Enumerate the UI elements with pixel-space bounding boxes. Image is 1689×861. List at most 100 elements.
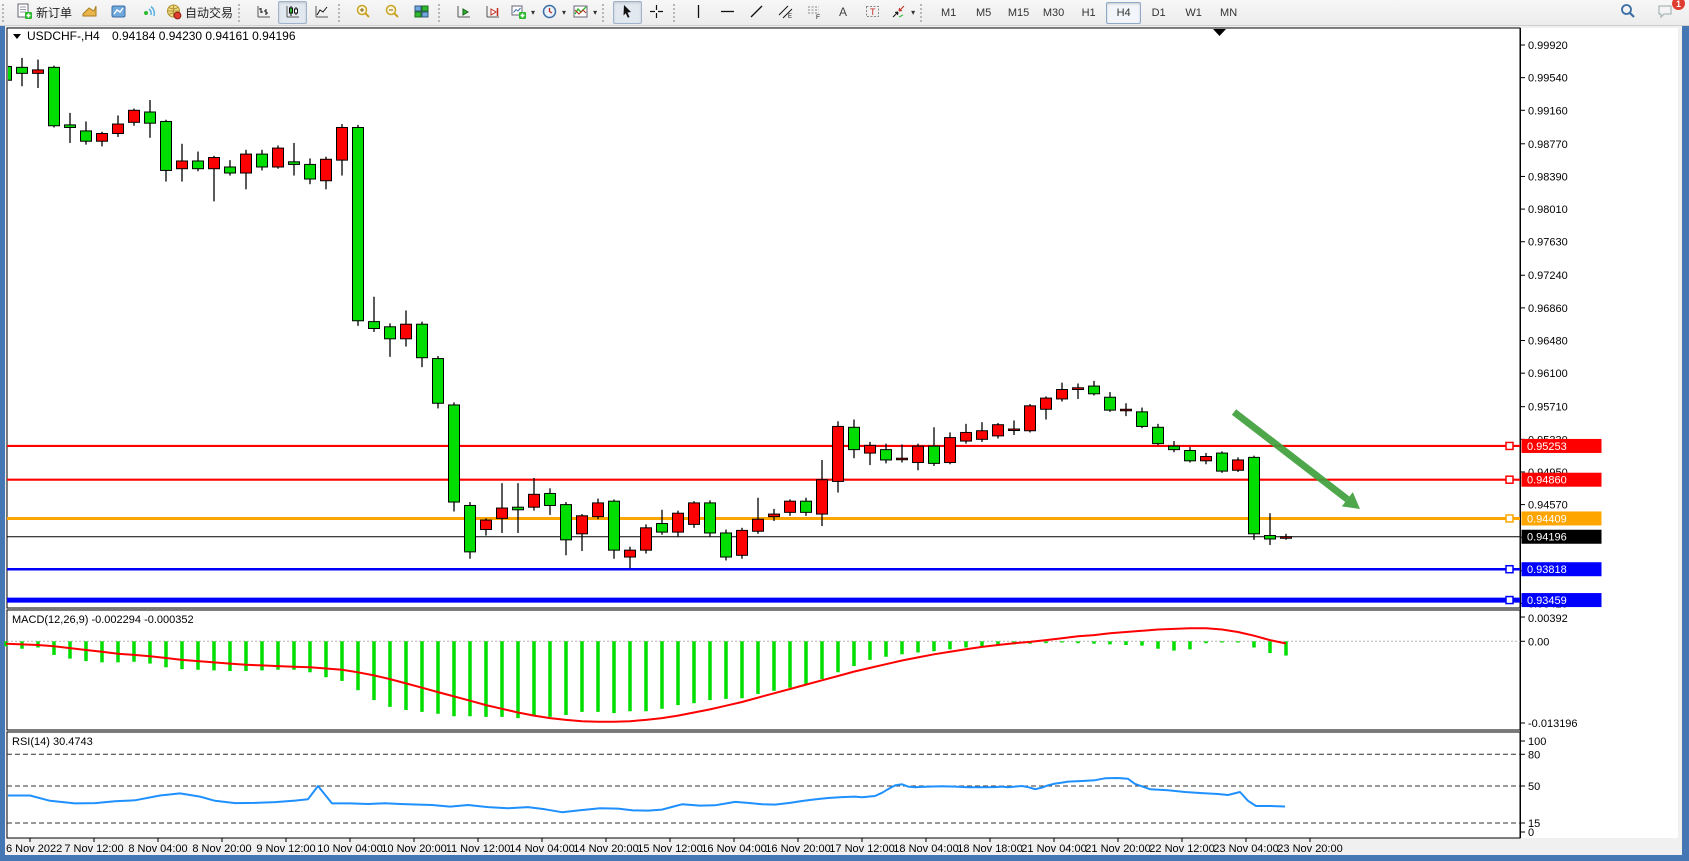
auto-trading-button-label: 自动交易 xyxy=(185,6,234,20)
new-order-button[interactable]: 新订单 xyxy=(13,1,75,24)
timeframe-button-d1[interactable]: D1 xyxy=(1151,6,1166,19)
charts-button[interactable] xyxy=(75,1,104,24)
hline-handle xyxy=(1505,595,1514,605)
rsi-tick-label: 0 xyxy=(1528,827,1534,839)
timeframe-button-w1[interactable]: W1 xyxy=(1185,6,1202,19)
macd-pane-border xyxy=(6,609,1521,731)
timeframe-button-h1[interactable]: H1 xyxy=(1081,6,1096,19)
price-tick-label: 0.95710 xyxy=(1528,402,1568,414)
price-tag xyxy=(1521,511,1602,526)
chevron-down-icon[interactable]: ▾ xyxy=(911,8,916,17)
time-tick-label: 10 Nov 20:00 xyxy=(381,843,446,855)
tile-windows-icon xyxy=(413,3,430,23)
macd-pane[interactable]: MACD(12,26,9) -0.002294 -0.000352 xyxy=(4,609,1521,731)
search-button[interactable] xyxy=(1613,1,1642,24)
rsi-tick-label: 100 xyxy=(1528,736,1546,748)
search-icon xyxy=(1619,2,1637,23)
time-tick-label: 8 Nov 04:00 xyxy=(128,843,187,855)
trendline-icon xyxy=(748,3,765,23)
zoom-out-button[interactable] xyxy=(378,1,407,24)
price-tick-label: 0.98770 xyxy=(1528,139,1568,151)
ohlc-values: 0.94184 0.94230 0.94161 0.94196 xyxy=(112,29,296,43)
indicators-button[interactable]: ▾ xyxy=(569,1,600,24)
macd-signal-line xyxy=(5,627,1287,723)
chart-shift-button[interactable] xyxy=(478,1,507,24)
timeframe-button-m15[interactable]: M15 xyxy=(1007,6,1030,19)
price-tag xyxy=(1521,562,1602,577)
chevron-down-icon[interactable]: ▾ xyxy=(531,8,536,17)
fibonacci-button[interactable]: F xyxy=(800,1,829,24)
price-tick-label: 0.99160 xyxy=(1528,105,1568,117)
hline-handle xyxy=(1505,514,1514,523)
vertical-line-icon xyxy=(690,3,707,23)
svg-text:A: A xyxy=(839,5,847,19)
time-tick-label: 18 Nov 04:00 xyxy=(893,843,958,855)
chevron-down-icon[interactable]: ▾ xyxy=(562,8,567,17)
zoom-in-icon xyxy=(355,3,372,23)
symbol-period-label: USDCHF-,H4 xyxy=(27,29,100,43)
new-chart-icon xyxy=(510,3,527,23)
chat-button[interactable]: 1 xyxy=(1650,0,1685,24)
time-tick-label: 8 Nov 20:00 xyxy=(192,843,251,855)
market-watch-button[interactable] xyxy=(104,1,133,24)
trendline-button[interactable] xyxy=(742,1,771,24)
toolbar-grip xyxy=(920,3,929,22)
new-order-icon xyxy=(16,3,33,23)
bar-chart-button[interactable] xyxy=(249,1,278,24)
period-button[interactable]: ▾ xyxy=(538,1,569,24)
trend-arrow-annotation[interactable] xyxy=(1231,409,1360,509)
auto-scroll-button[interactable] xyxy=(449,1,478,24)
text-button[interactable]: A xyxy=(829,1,858,24)
timeframe-button-mn[interactable]: MN xyxy=(1220,6,1238,19)
auto-trading-button[interactable]: 自动交易 xyxy=(162,1,236,24)
horizontal-line-button[interactable] xyxy=(713,1,742,24)
candle-chart-button[interactable] xyxy=(278,1,308,24)
price-tick-label: 0.97240 xyxy=(1528,270,1568,282)
crosshair-button[interactable] xyxy=(642,1,671,24)
timeframe-button-m5[interactable]: M5 xyxy=(975,6,992,19)
chart-shift-marker xyxy=(1213,29,1226,36)
arrows-button[interactable]: ▾ xyxy=(887,1,918,24)
toolbar-grip xyxy=(2,3,11,22)
rsi-tick-label: 15 xyxy=(1528,818,1540,830)
macd-tick-label: 0.00 xyxy=(1528,636,1549,648)
cursor-button[interactable] xyxy=(613,1,643,24)
rsi-line xyxy=(8,777,1286,814)
line-chart-button[interactable] xyxy=(307,1,336,24)
rsi-pane[interactable]: RSI(14) 30.4743 xyxy=(6,731,1521,839)
time-axis[interactable]: 6 Nov 2022 7 Nov 12:00 8 Nov 04:00 8 Nov 20… xyxy=(6,838,1343,855)
horizontal-lines[interactable] xyxy=(7,444,1520,603)
chevron-down-icon[interactable]: ▾ xyxy=(593,8,598,17)
channel-icon: E xyxy=(777,3,794,23)
toolbar-grip xyxy=(438,3,447,22)
macd-label: MACD(12,26,9) -0.002294 -0.000352 xyxy=(12,614,194,626)
toolbar-grip xyxy=(238,3,247,22)
timeframe-button-m1[interactable]: M1 xyxy=(940,6,957,19)
signals-button[interactable] xyxy=(133,1,162,24)
tile-windows-button[interactable] xyxy=(407,1,436,24)
blue-window-icon xyxy=(110,3,127,23)
text-t-icon: T xyxy=(864,3,881,23)
timeframe-button-h4[interactable]: H4 xyxy=(1106,1,1142,24)
price-tag xyxy=(1521,438,1602,453)
time-tick-label: 21 Nov 04:00 xyxy=(1021,843,1086,855)
rsi-tick-label: 80 xyxy=(1528,749,1540,761)
new-chart-button[interactable]: ▾ xyxy=(507,1,538,24)
price-tick-label: 0.94570 xyxy=(1528,500,1568,512)
time-tick-label: 16 Nov 04:00 xyxy=(701,843,766,855)
text-label-button[interactable]: T xyxy=(858,1,887,24)
price-tick-label: 0.99920 xyxy=(1528,40,1568,52)
chat-icon xyxy=(1656,2,1674,23)
time-tick-label: 7 Nov 12:00 xyxy=(64,843,123,855)
zoom-in-button[interactable] xyxy=(349,1,378,24)
arrow-head xyxy=(1341,492,1360,509)
toolbar-grip xyxy=(602,3,611,22)
price-tag-label: 0.94196 xyxy=(1527,532,1567,544)
price-pane[interactable]: USDCHF-,H4 0.94184 0.94230 0.94161 0.9419… xyxy=(1,27,1521,609)
price-axis[interactable]: 0.99920 0.99540 0.99160 0.98770 0.98390 0.980… xyxy=(1505,28,1602,839)
timeframe-button-m30[interactable]: M30 xyxy=(1042,6,1065,19)
channel-button[interactable]: E xyxy=(771,1,800,24)
text-a-icon: A xyxy=(835,3,852,23)
vertical-line-button[interactable] xyxy=(684,1,713,24)
